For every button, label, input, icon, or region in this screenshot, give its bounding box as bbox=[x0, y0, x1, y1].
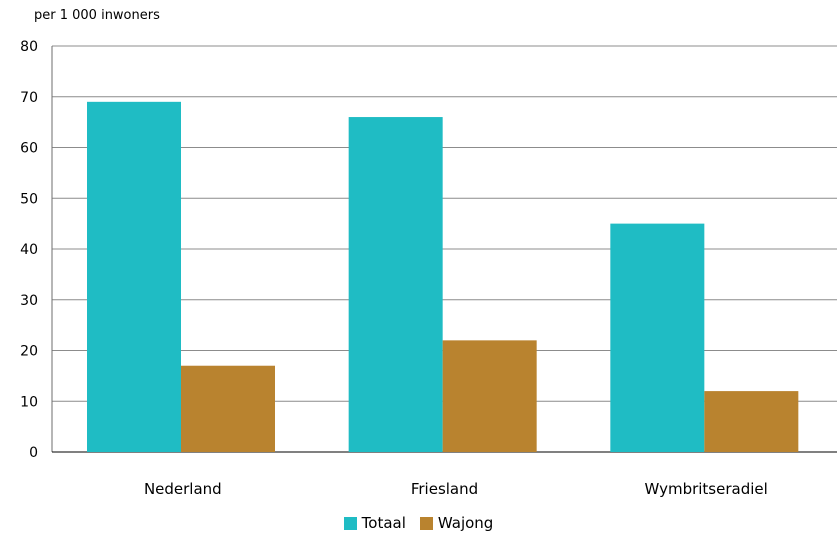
legend-label-wajong: Wajong bbox=[437, 514, 494, 532]
bar-totaal-friesland bbox=[348, 117, 443, 453]
bar-wajong-wymbritseradiel bbox=[704, 391, 799, 452]
legend-swatch-wajong bbox=[419, 516, 433, 530]
y-tick-label: 20 bbox=[20, 344, 38, 360]
y-tick-label: 60 bbox=[20, 141, 38, 157]
legend-swatch-totaal bbox=[343, 516, 357, 530]
y-tick-label: 40 bbox=[20, 242, 38, 258]
y-tick-label: 0 bbox=[29, 445, 38, 461]
y-tick-label: 50 bbox=[20, 191, 38, 207]
legend: Totaal Wajong bbox=[0, 514, 837, 532]
legend-item-totaal: Totaal bbox=[343, 514, 406, 532]
x-tick-label: Nederland bbox=[144, 480, 222, 498]
y-tick-label: 70 bbox=[20, 90, 38, 106]
bar-wajong-friesland bbox=[442, 340, 537, 452]
bar-totaal-nederland bbox=[87, 101, 181, 452]
y-tick-label: 80 bbox=[20, 39, 38, 55]
y-tick-label: 10 bbox=[20, 394, 38, 410]
x-tick-label: Friesland bbox=[411, 480, 478, 498]
x-tick-label: Wymbritseradiel bbox=[645, 480, 768, 498]
bar-wajong-nederland bbox=[181, 365, 275, 452]
y-axis-unit-label: per 1 000 inwoners bbox=[34, 8, 160, 23]
bar-totaal-wymbritseradiel bbox=[610, 223, 705, 452]
legend-item-wajong: Wajong bbox=[419, 514, 494, 532]
legend-label-totaal: Totaal bbox=[361, 514, 406, 532]
y-tick-label: 30 bbox=[20, 293, 38, 309]
